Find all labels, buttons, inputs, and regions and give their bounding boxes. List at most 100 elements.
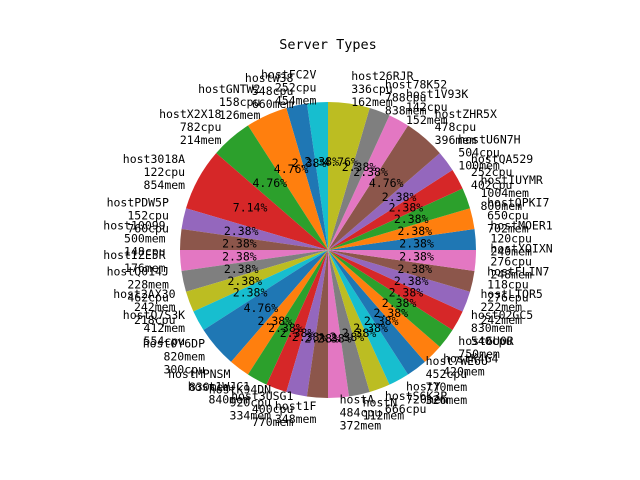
slice-label: host26RJR 336cpu 162mem — [351, 69, 413, 109]
slice-percent-label: 2.38% — [292, 156, 327, 170]
pie-slice — [328, 102, 370, 250]
pie-slice — [186, 250, 328, 312]
slice-label: host02GC5 830mem 540cpu — [471, 308, 533, 348]
slice-percent-label: 2.38% — [292, 330, 327, 344]
pie-slice — [193, 250, 328, 331]
slice-percent-label: 2.38% — [382, 296, 417, 310]
pie-slice — [328, 250, 350, 398]
slice-label: hostQA529 252cpu 402cpu — [471, 152, 533, 192]
slice-label: hostK4G4 420mem — [443, 352, 498, 379]
pie-slice — [328, 250, 425, 375]
pie-slice — [306, 102, 328, 250]
pie-slice — [328, 169, 463, 250]
slice-percent-label: 2.38% — [389, 286, 424, 300]
slice-label: host78K52 788cpu 838mem — [385, 78, 447, 118]
slice-percent-label: 2.38% — [394, 212, 429, 226]
slice-percent-label: 7.14% — [233, 200, 268, 214]
slice-label: host0Y6DP 820mem 300cpu — [143, 337, 205, 377]
slice-label: hostX2X18 782cpu 214mem — [159, 107, 221, 147]
slice-percent-label: 2.38% — [399, 237, 434, 251]
slice-label: hostQ7S3K 412mem 554cpu — [123, 308, 185, 348]
pie-slice — [328, 208, 475, 250]
slice-label: hostMPNSM 830mem — [168, 367, 230, 394]
slice-label: hostXOIXN 276cpu 248mem — [490, 242, 552, 282]
pie-slice — [328, 250, 476, 272]
pie-slice — [181, 250, 328, 292]
slice-percent-label: 2.38% — [304, 332, 339, 346]
pie-slice — [186, 153, 328, 250]
slice-label: hostK94DN 920cpu 334mem — [209, 383, 271, 423]
pie-slice — [266, 250, 328, 392]
pie-slice — [328, 228, 476, 250]
slice-percent-label: 2.38% — [257, 314, 292, 328]
slice-percent-label: 2.38% — [397, 262, 432, 276]
slice-label: hostA 484cpu 372mem — [340, 392, 382, 432]
slice-percent-label: 2.38% — [394, 274, 429, 288]
slice-label: hostLTOR5 222mem 242mem — [481, 287, 543, 327]
slice-label: hostW38 548cpu 660mem — [245, 71, 294, 111]
slice-percent-label: 2.38% — [233, 286, 268, 300]
slice-percent-label: 2.38% — [222, 237, 257, 251]
pie-slice — [216, 125, 328, 250]
slice-percent-label: 2.38% — [268, 321, 303, 335]
slice-label: host3USG1 400cpu 770mem — [231, 389, 293, 429]
slice-percent-label: 2.38% — [342, 326, 377, 340]
slice-label: host6U0R 750mem — [458, 334, 513, 361]
slice-label: host1WJC1 840mem — [188, 379, 250, 406]
slice-label: hostIZE5R 176mem — [103, 248, 165, 275]
pie-slice — [286, 250, 328, 397]
slice-percent-label: 2.38% — [317, 332, 352, 346]
slice-percent-label: 2.38% — [304, 154, 339, 168]
pie-slice — [247, 250, 328, 385]
pie-slice — [328, 250, 370, 397]
pie-slice — [328, 125, 440, 250]
slice-percent-label: 2.38% — [397, 224, 432, 238]
slice-percent-label: 2.38% — [342, 160, 377, 174]
slice-percent-label: 2.38% — [353, 165, 388, 179]
slice-percent-label: 2.38% — [389, 200, 424, 214]
slice-label: host7WE6U 452cpu 770mem 326mem — [426, 354, 488, 407]
pie-slice — [306, 250, 328, 398]
pie-slice — [328, 188, 470, 250]
pie-slice — [231, 250, 328, 375]
slice-label: host3018A 122cpu 854mem — [123, 152, 185, 192]
slice-label: host1F 348mem — [275, 399, 317, 426]
slice-label: hostPDW5P 152cpu 760cpu — [107, 195, 169, 235]
slice-label: hostQ014J 228mem 462cpu — [107, 265, 169, 305]
pie-slice — [328, 115, 409, 251]
slice-label: hostN 112mem — [363, 396, 405, 423]
pie-slice — [180, 228, 328, 250]
slice-label: host2AX30 242mem 218cpu — [113, 287, 175, 327]
slice-percent-label: 4.76% — [323, 155, 358, 169]
chart-title: Server Types — [279, 37, 377, 53]
slice-label: host1V93K 142cpu 152mem — [406, 87, 468, 127]
slice-percent-label: 2.38% — [222, 249, 257, 263]
slice-percent-label: 2.38% — [280, 326, 315, 340]
slice-percent-label: 2.38% — [227, 274, 262, 288]
pie-slice — [328, 250, 463, 331]
slice-label: hostGNTW2 158cpu 126mem — [198, 82, 260, 122]
slice-percent-label: 2.38% — [224, 262, 259, 276]
slice-label: hostMOER1 120cpu 240mem — [490, 218, 552, 258]
slice-label: hostZHR5X 478cpu 396mem — [435, 107, 497, 147]
slice-percent-label: 2.38% — [364, 314, 399, 328]
pie-slice — [328, 153, 453, 250]
pie-slice — [181, 208, 328, 250]
slice-label: hostFLIN7 118cpu 276cpu — [487, 265, 549, 305]
slice-label: hostIUYMR 1004mem 800mem — [481, 173, 543, 213]
pie-slice — [328, 250, 409, 385]
pie-slice — [328, 250, 440, 362]
pie-slice — [328, 250, 475, 292]
pie-slice — [247, 108, 328, 250]
slice-percent-label: 2.38% — [373, 306, 408, 320]
slice-percent-label: 2.38% — [330, 330, 365, 344]
pie-slice — [203, 250, 328, 362]
slice-label: hostQPKI7 650cpu 702mem — [487, 195, 549, 235]
slice-percent-label: 4.76% — [252, 176, 287, 190]
slice-label: hostFC2V 252cpu 454mem — [261, 68, 316, 108]
pie-slice — [328, 250, 390, 392]
pie-slice — [180, 250, 328, 272]
slice-percent-label: 4.76% — [369, 176, 404, 190]
slice-label: hostY 720mem — [406, 379, 448, 406]
